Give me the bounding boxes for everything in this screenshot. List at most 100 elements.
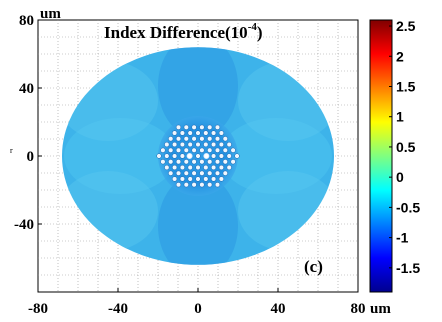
air-hole [172, 164, 178, 171]
air-hole [199, 170, 205, 176]
air-hole [195, 141, 201, 148]
title-suffix: ) [257, 23, 263, 42]
air-hole [183, 147, 189, 153]
air-hole [164, 141, 170, 148]
air-hole [207, 147, 213, 153]
air-hole [207, 170, 213, 176]
air-hole [179, 164, 185, 171]
y-tick-label: 40 [19, 81, 34, 97]
air-hole [187, 164, 193, 171]
air-hole [234, 153, 240, 159]
cores [186, 152, 210, 159]
air-hole [226, 164, 232, 171]
core [186, 152, 193, 159]
x-axis-ticks: -80 -40 0 40 80 [28, 288, 366, 317]
air-hole [203, 130, 209, 136]
air-hole [214, 170, 221, 176]
y-axis-ticks: 80 40 0 -40 [14, 13, 42, 233]
x-tick-label: -80 [28, 301, 48, 317]
y-tick-label: -40 [14, 217, 34, 233]
air-hole [160, 147, 166, 153]
air-hole [195, 176, 201, 182]
colorbar-tick-label: 1 [396, 109, 404, 125]
chart-title: Index Difference(10-4) [104, 21, 263, 42]
air-hole [218, 130, 224, 136]
air-hole [183, 136, 189, 142]
air-hole [187, 176, 193, 182]
air-hole [172, 141, 178, 148]
air-hole [207, 159, 213, 165]
air-hole [226, 153, 232, 159]
air-hole [172, 130, 178, 136]
air-hole [179, 153, 185, 159]
air-hole [211, 176, 217, 182]
air-hole [164, 164, 170, 171]
air-hole [211, 141, 217, 148]
colorbar-tick-label: 2 [396, 48, 404, 64]
air-hole [164, 153, 170, 159]
air-hole [203, 176, 209, 182]
air-hole [226, 141, 232, 148]
air-hole [179, 130, 185, 136]
y-tick-label: 80 [19, 13, 34, 29]
core [203, 152, 210, 159]
air-hole [195, 130, 201, 136]
air-hole [218, 176, 224, 182]
air-hole [214, 159, 221, 165]
air-hole [218, 153, 224, 159]
title-main: Index Difference(10 [104, 23, 248, 42]
air-hole [183, 124, 189, 130]
x-tick-label: 40 [271, 301, 286, 317]
air-hole [214, 124, 221, 130]
air-hole [214, 147, 221, 153]
colorbar-tick-label: -0.5 [396, 199, 420, 215]
colorbar-tick-label: 1.5 [396, 78, 416, 94]
y-axis-label: r [10, 146, 13, 155]
air-hole [168, 170, 174, 176]
air-hole [222, 147, 228, 153]
field-lobe [64, 118, 176, 194]
air-hole [222, 159, 228, 165]
air-hole [191, 159, 197, 165]
air-hole [179, 141, 185, 148]
colorbar-ticks: 2.5 2 1.5 1 0.5 0 -0.5 -1 -1.5 [389, 18, 420, 276]
colorbar-tick-label: 2.5 [396, 18, 416, 34]
air-hole [175, 136, 182, 142]
air-holes [156, 124, 240, 188]
air-hole [203, 141, 209, 148]
air-hole [207, 136, 213, 142]
air-hole [168, 159, 174, 165]
air-hole [183, 170, 189, 176]
air-hole [195, 164, 201, 171]
air-hole [175, 124, 182, 130]
air-hole [230, 159, 236, 165]
colorbar-tick-label: -1.5 [396, 260, 420, 276]
air-hole [218, 141, 224, 148]
field-lobe [158, 47, 238, 138]
x-tick-label: -40 [108, 301, 128, 317]
colorbar-tick-label: 0.5 [396, 139, 416, 155]
air-hole [168, 147, 174, 153]
air-hole [183, 159, 189, 165]
air-hole [199, 124, 205, 130]
air-hole [168, 136, 174, 142]
air-hole [183, 182, 189, 188]
air-hole [211, 153, 217, 159]
air-hole [199, 159, 205, 165]
air-hole [207, 124, 213, 130]
air-hole [191, 124, 197, 130]
field-lobe [158, 174, 238, 265]
air-hole [175, 147, 182, 153]
air-hole [191, 170, 197, 176]
field-lobe [220, 118, 332, 194]
colorbar-tick-label: -1 [396, 230, 409, 246]
air-hole [195, 153, 201, 159]
y-axis-unit: um [40, 6, 61, 22]
air-hole [211, 130, 217, 136]
x-tick-label: 0 [194, 301, 202, 317]
panel-label: (c) [304, 257, 323, 276]
air-hole [191, 147, 197, 153]
air-hole [199, 136, 205, 142]
title-exponent: -4 [248, 21, 258, 33]
